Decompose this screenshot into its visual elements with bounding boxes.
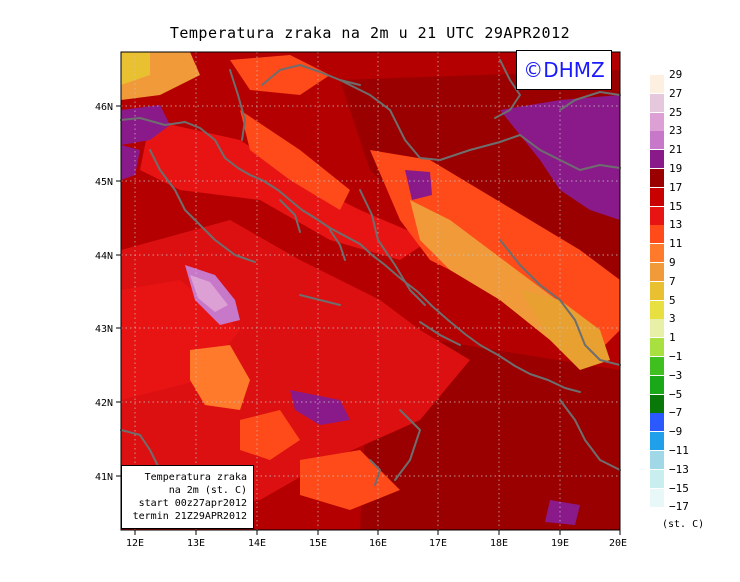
legend-swatch bbox=[650, 432, 664, 451]
legend-swatch bbox=[650, 394, 664, 413]
legend-swatch bbox=[650, 131, 664, 150]
lat-label: 46N bbox=[95, 102, 113, 113]
lat-label: 45N bbox=[95, 177, 113, 188]
legend-label: 27 bbox=[669, 86, 683, 100]
legend-label: 3 bbox=[669, 312, 676, 326]
info-box: Temperatura zraka na 2m (st. C) start 00… bbox=[121, 465, 254, 529]
legend-swatch bbox=[650, 413, 664, 432]
legend-swatch bbox=[650, 225, 664, 244]
legend-swatch bbox=[650, 169, 664, 187]
legend-swatch bbox=[650, 150, 664, 169]
legend-swatch bbox=[650, 357, 664, 375]
legend-label: 5 bbox=[669, 293, 676, 307]
legend-swatch bbox=[650, 112, 664, 131]
lon-label: 16E bbox=[369, 538, 387, 549]
legend-swatch bbox=[650, 206, 664, 225]
lat-label: 44N bbox=[95, 251, 113, 262]
legend-swatch bbox=[650, 93, 664, 112]
plot-frame bbox=[120, 51, 621, 531]
legend-label: −3 bbox=[669, 368, 683, 382]
legend-swatch bbox=[650, 300, 664, 319]
legend-swatch bbox=[650, 187, 664, 206]
legend-label: −7 bbox=[669, 406, 683, 420]
legend-label: 11 bbox=[669, 237, 683, 251]
legend-label: 13 bbox=[669, 218, 683, 232]
legend-swatch bbox=[650, 488, 664, 507]
temperature-field bbox=[121, 52, 620, 530]
lat-label: 42N bbox=[95, 398, 113, 409]
lon-label: 14E bbox=[248, 538, 266, 549]
lon-label: 12E bbox=[126, 538, 144, 549]
graticule bbox=[121, 52, 620, 530]
legend-swatch bbox=[650, 469, 664, 488]
legend-swatch bbox=[650, 75, 664, 93]
legend-label: −9 bbox=[669, 425, 683, 439]
legend-swatch bbox=[650, 263, 664, 281]
lon-label: 17E bbox=[429, 538, 447, 549]
legend-swatch bbox=[650, 338, 664, 357]
info-line: start 00z27apr2012 bbox=[138, 498, 247, 509]
info-line: Temperatura zraka bbox=[144, 472, 247, 483]
legend-label: 29 bbox=[669, 68, 683, 81]
dhmz-logo: ©DHMZ bbox=[516, 50, 612, 90]
legend-unit: (st. C) bbox=[662, 519, 705, 530]
lon-label: 13E bbox=[187, 538, 205, 549]
legend-label: 23 bbox=[669, 124, 683, 138]
legend-swatch bbox=[650, 244, 664, 263]
info-line: termin 21Z29APR2012 bbox=[132, 511, 247, 522]
coastlines bbox=[120, 59, 621, 486]
lat-label: 43N bbox=[95, 324, 113, 335]
lon-label: 18E bbox=[490, 538, 508, 549]
lat-label: 41N bbox=[95, 472, 113, 483]
map-title: Temperatura zraka na 2m u 21 UTC 29APR20… bbox=[169, 24, 571, 42]
lon-label: 15E bbox=[309, 538, 327, 549]
legend-swatch bbox=[650, 281, 664, 300]
lon-label: 19E bbox=[551, 538, 569, 549]
legend-swatch bbox=[650, 319, 664, 338]
legend-label: 19 bbox=[669, 162, 683, 175]
legend-label: −1 bbox=[669, 350, 683, 363]
legend-label: 17 bbox=[669, 180, 683, 194]
info-line: na 2m (st. C) bbox=[168, 485, 247, 496]
legend-swatch bbox=[650, 451, 664, 469]
legend-label: 9 bbox=[669, 256, 676, 269]
legend-label: 25 bbox=[669, 105, 683, 119]
legend-label: 7 bbox=[669, 274, 676, 288]
legend-label: 1 bbox=[669, 331, 676, 345]
legend-label: −11 bbox=[669, 444, 689, 457]
legend-label: −15 bbox=[669, 481, 689, 495]
legend-label: 21 bbox=[669, 143, 683, 157]
legend-swatch bbox=[650, 375, 664, 394]
legend-label: −5 bbox=[669, 387, 683, 401]
lon-label: 20E bbox=[609, 538, 627, 549]
legend-label: −17 bbox=[669, 500, 689, 514]
legend-label: −13 bbox=[669, 462, 689, 476]
legend-label: 15 bbox=[669, 199, 683, 213]
